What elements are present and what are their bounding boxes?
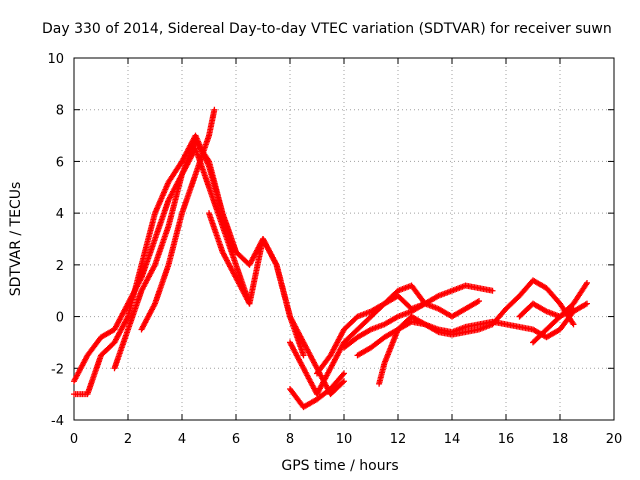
y-tick-label: 0 xyxy=(56,311,64,326)
y-tick-label: 4 xyxy=(56,207,64,222)
data-point xyxy=(584,279,590,286)
y-tick-label: -4 xyxy=(51,414,64,429)
data-series xyxy=(530,305,577,346)
x-tick-label: 16 xyxy=(498,432,515,447)
data-point xyxy=(341,370,347,377)
data-series xyxy=(206,210,347,398)
x-tick-label: 4 xyxy=(178,432,186,447)
x-tick-label: 12 xyxy=(390,432,407,447)
x-tick-label: 18 xyxy=(552,432,569,447)
data-series xyxy=(111,137,307,372)
x-axis-label: GPS time / hours xyxy=(281,458,398,474)
y-tick-label: 10 xyxy=(47,52,64,67)
data-point xyxy=(489,287,496,294)
x-tick-label: 10 xyxy=(336,432,353,447)
data-series xyxy=(287,282,428,398)
chart-title: Day 330 of 2014, Sidereal Day-to-day VTE… xyxy=(42,21,612,37)
data-point xyxy=(300,352,307,359)
data-points xyxy=(71,106,590,411)
data-point xyxy=(570,321,577,328)
data-point xyxy=(341,378,347,385)
data-point xyxy=(476,298,482,305)
x-tick-label: 6 xyxy=(232,432,240,447)
y-tick-label: 2 xyxy=(56,259,64,274)
x-tick-label: 2 xyxy=(124,432,132,447)
data-point xyxy=(211,106,218,113)
x-tick-label: 14 xyxy=(444,432,461,447)
data-point xyxy=(584,300,590,307)
data-point xyxy=(339,379,346,386)
x-tick-label: 20 xyxy=(606,432,623,447)
data-point xyxy=(570,305,577,312)
data-series xyxy=(138,106,218,333)
data-series xyxy=(341,298,482,351)
grid xyxy=(74,58,614,420)
y-tick-label: -2 xyxy=(51,362,64,377)
data-series xyxy=(354,300,590,359)
data-series xyxy=(287,370,347,411)
y-axis-label: SDTVAR / TECUs xyxy=(8,182,24,297)
data-point xyxy=(339,371,346,378)
y-tick-label: 8 xyxy=(56,104,64,119)
x-tick-label: 8 xyxy=(286,432,294,447)
x-tick-label: 0 xyxy=(70,432,78,447)
axes: 0 2 4 6 8 10 12 14 16 18 20 -4 -2 0 2 4 6 8 10 xyxy=(47,52,622,447)
y-tick-label: 6 xyxy=(56,155,64,170)
